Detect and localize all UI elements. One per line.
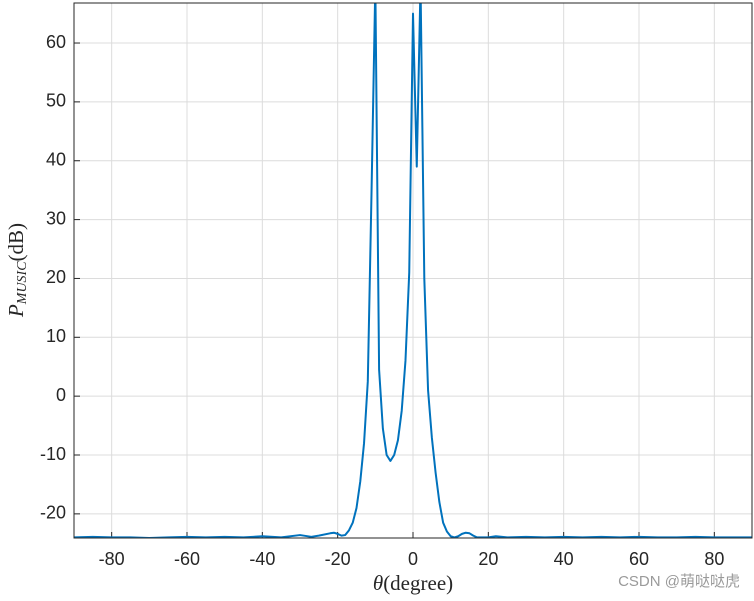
y-tick-label: -20 [40,503,66,523]
y-tick-label: -10 [40,444,66,464]
x-tick-label: 60 [629,549,649,569]
y-tick-label: 0 [56,385,66,405]
y-tick-label: 40 [46,149,66,169]
x-tick-label: -80 [99,549,125,569]
series-line [74,3,752,538]
y-tick-label: 10 [46,326,66,346]
x-tick-label: 0 [408,549,418,569]
watermark: CSDN @萌哒哒虎 [618,573,740,590]
y-axis-label: PMUSIC(dB) [4,223,30,318]
y-tick-label: 50 [46,91,66,111]
x-axis-label: θ(degree) [373,571,453,595]
plot-frame [73,2,753,539]
y-label-symbol: P [4,304,28,318]
x-tick-label: 80 [704,549,724,569]
y-label-subscript: MUSIC [15,261,30,305]
x-label-symbol: θ [373,571,383,595]
y-tick-label: 20 [46,267,66,287]
x-tick-label: 20 [478,549,498,569]
y-tick-label: 30 [46,208,66,228]
y-tick-label: 60 [46,32,66,52]
x-label-unit: (degree) [383,571,453,595]
x-tick-label: -60 [174,549,200,569]
x-tick-label: 40 [554,549,574,569]
x-tick-label: -40 [249,549,275,569]
y-label-unit: (dB) [4,223,28,262]
x-tick-label: -20 [325,549,351,569]
